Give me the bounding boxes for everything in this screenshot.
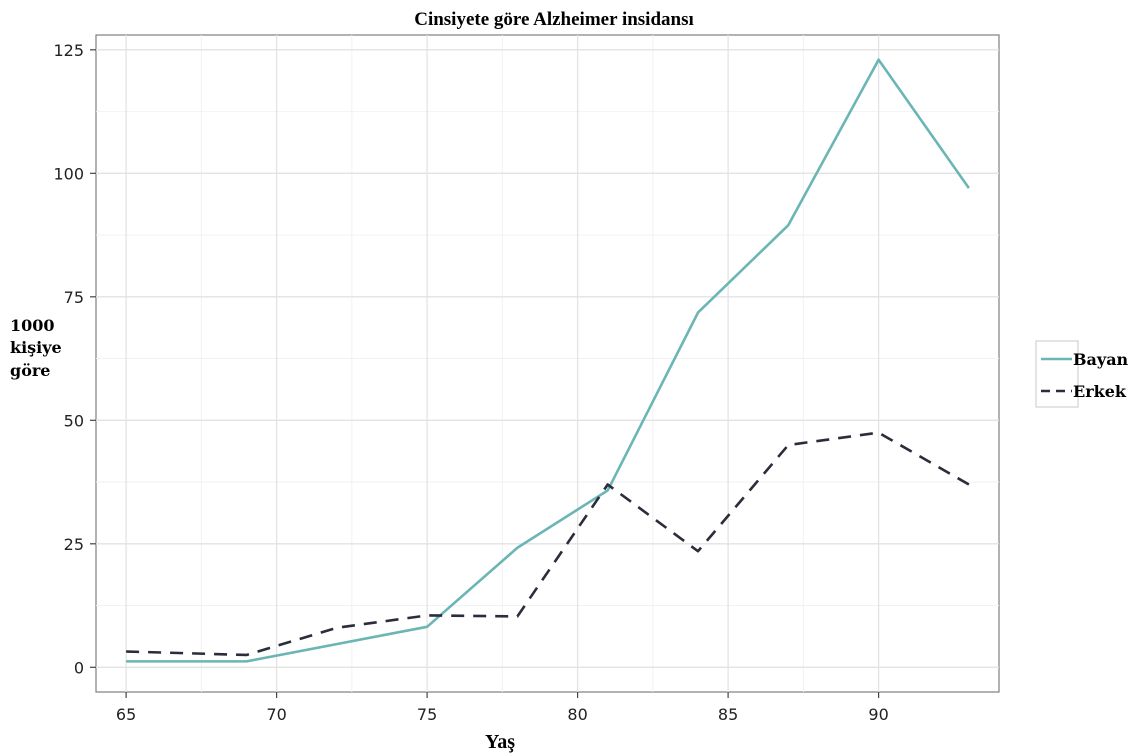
series-line-bayan [126, 58, 970, 663]
series-layer [126, 58, 970, 663]
plot-border [95, 34, 1000, 693]
x-tick-label: 65 [116, 705, 136, 724]
legend-box [1035, 340, 1079, 408]
y-tick-label: 125 [53, 41, 84, 60]
y-tick-label: 50 [64, 411, 84, 430]
y-tick-label: 25 [64, 535, 84, 554]
y-axis: 0 25 50 75 100 125 [53, 41, 96, 677]
x-tick-label: 85 [718, 705, 738, 724]
plot-panel [95, 34, 1000, 693]
chart-title: Cinsiyete göre Alzheimer insidansı [414, 9, 694, 30]
y-tick-label: 100 [53, 164, 84, 183]
legend-label-erkek: Erkek [1073, 382, 1127, 401]
legend-label-bayan: Bayan [1073, 350, 1129, 369]
y-axis-label-line-2: kişiye [10, 338, 62, 357]
x-tick-label: 80 [567, 705, 587, 724]
x-axis-label: Yaş [485, 731, 515, 753]
y-axis-label-line-1: 1000 [10, 316, 55, 335]
x-tick-label: 70 [266, 705, 286, 724]
x-tick-label: 90 [868, 705, 888, 724]
y-tick-label: 0 [74, 658, 84, 677]
grid-lines [96, 35, 999, 692]
legend: Bayan Erkek [1035, 340, 1129, 408]
x-tick-label: 75 [417, 705, 437, 724]
y-tick-label: 75 [64, 288, 84, 307]
x-axis: 65 70 75 80 85 90 [116, 692, 889, 724]
y-axis-label-line-3: göre [10, 361, 50, 380]
